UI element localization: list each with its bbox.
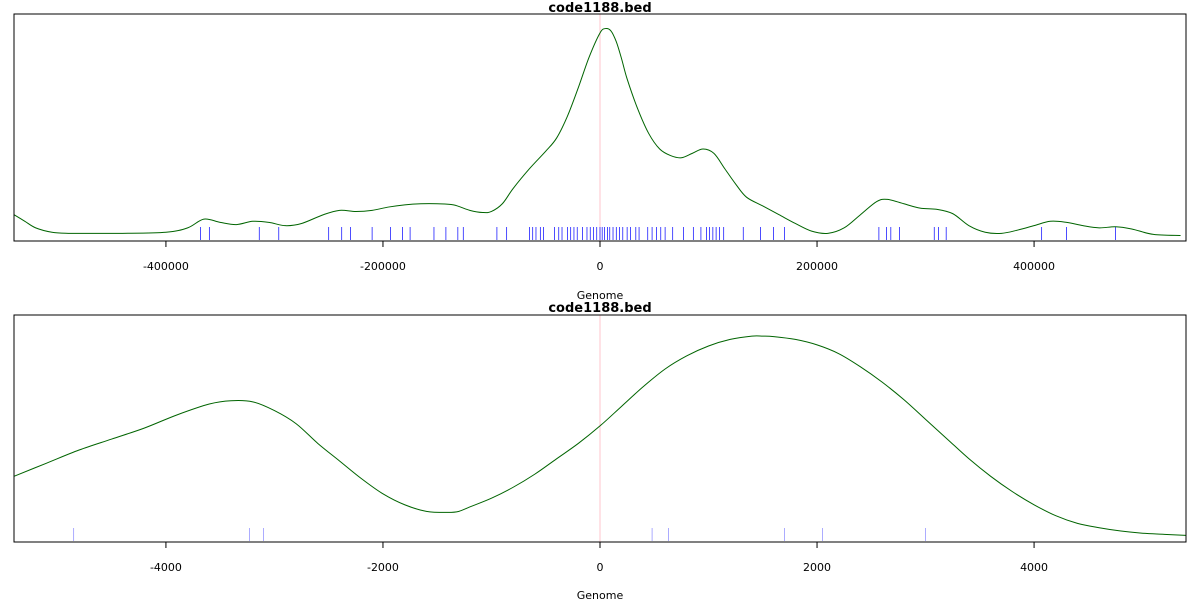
density-panel-bottom: code1188.bed -4000 -2000 0 2000 4000 Genome	[13, 301, 1187, 600]
density-curve	[13, 27, 1181, 237]
density-panel-top: code1188.bed -400000 -200000 0 200000 400000…	[13, 1, 1187, 302]
plot-area	[13, 314, 1187, 543]
x-tick-label: 400000	[1013, 260, 1055, 273]
x-tick-label: 200000	[796, 260, 838, 273]
x-tick-label: 2000	[803, 561, 831, 574]
x-tick-label: 0	[597, 561, 604, 574]
x-tick-label: -4000	[150, 561, 182, 574]
density-curve	[13, 335, 1187, 536]
x-tick-label: 4000	[1020, 561, 1048, 574]
plot-area	[13, 13, 1187, 242]
x-axis-label: Genome	[577, 589, 624, 600]
x-tick-label: -400000	[143, 260, 189, 273]
x-tick-label: -2000	[367, 561, 399, 574]
x-axis: -400000 -200000 0 200000 400000	[143, 240, 1055, 273]
chart-title: code1188.bed	[548, 301, 651, 316]
chart-title: code1188.bed	[548, 1, 651, 16]
feature-rug	[73, 528, 926, 541]
x-tick-label: 0	[597, 260, 604, 273]
feature-rug	[200, 227, 1116, 240]
x-tick-label: -200000	[360, 260, 406, 273]
x-axis-label: Genome	[577, 289, 624, 302]
x-axis: -4000 -2000 0 2000 4000	[150, 541, 1048, 574]
